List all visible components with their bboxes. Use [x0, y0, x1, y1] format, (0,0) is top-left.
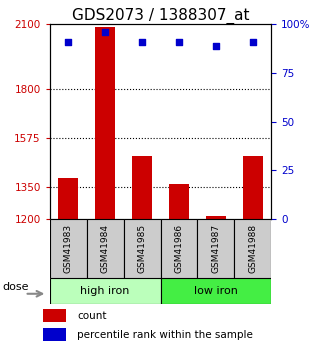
Bar	[87, 219, 124, 278]
Bar	[50, 278, 160, 304]
Bar	[160, 278, 271, 304]
Text: GSM41983: GSM41983	[64, 224, 73, 273]
Bar	[234, 219, 271, 278]
Bar	[169, 185, 189, 219]
Text: GSM41987: GSM41987	[211, 224, 221, 273]
Text: GSM41988: GSM41988	[248, 224, 257, 273]
Bar	[243, 156, 263, 219]
Text: GSM41986: GSM41986	[174, 224, 184, 273]
Bar	[206, 216, 226, 219]
Point	[177, 39, 182, 45]
Point	[102, 29, 108, 35]
Text: count: count	[77, 310, 107, 321]
Bar	[160, 219, 197, 278]
Bar	[43, 309, 66, 322]
Title: GDS2073 / 1388307_at: GDS2073 / 1388307_at	[72, 8, 249, 24]
Point	[66, 39, 71, 45]
Text: low iron: low iron	[194, 286, 238, 296]
Bar	[95, 27, 115, 219]
Text: GSM41984: GSM41984	[100, 224, 110, 273]
Bar	[50, 219, 87, 278]
Point	[213, 43, 218, 48]
Point	[250, 39, 256, 45]
Text: GSM41985: GSM41985	[137, 224, 147, 273]
Bar	[124, 219, 160, 278]
Bar	[43, 328, 66, 341]
Text: high iron: high iron	[81, 286, 130, 296]
Point	[140, 39, 145, 45]
Text: dose: dose	[3, 282, 29, 292]
Bar	[132, 156, 152, 219]
Text: percentile rank within the sample: percentile rank within the sample	[77, 330, 253, 340]
Bar	[58, 178, 78, 219]
Bar	[197, 219, 234, 278]
